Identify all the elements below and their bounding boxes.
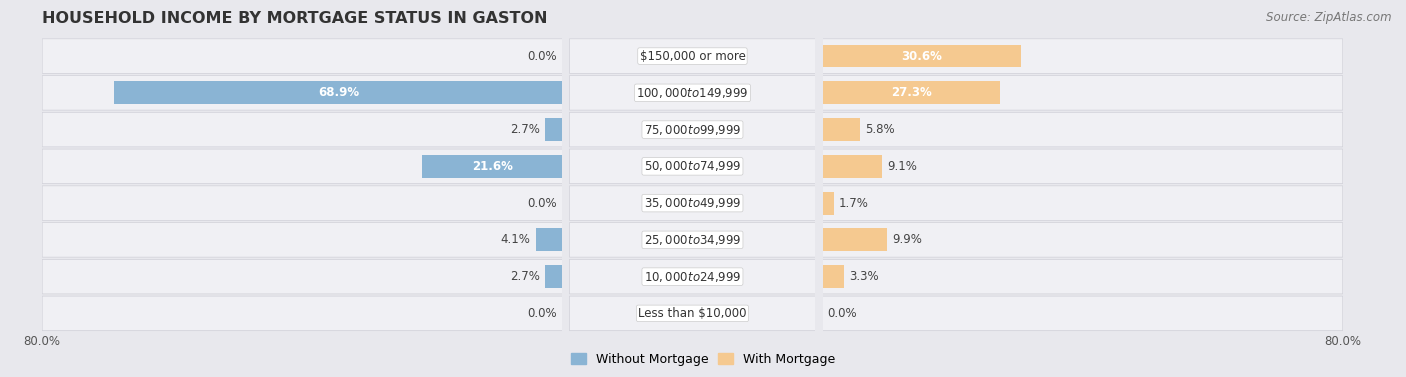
FancyBboxPatch shape [42, 222, 562, 257]
Text: 0.0%: 0.0% [527, 307, 557, 320]
Text: $10,000 to $24,999: $10,000 to $24,999 [644, 270, 741, 284]
FancyBboxPatch shape [569, 149, 815, 184]
Text: 1.7%: 1.7% [839, 197, 869, 210]
Text: $150,000 or more: $150,000 or more [640, 50, 745, 63]
Text: $25,000 to $34,999: $25,000 to $34,999 [644, 233, 741, 247]
Text: 21.6%: 21.6% [472, 160, 513, 173]
Text: Less than $10,000: Less than $10,000 [638, 307, 747, 320]
FancyBboxPatch shape [42, 186, 562, 221]
Text: Source: ZipAtlas.com: Source: ZipAtlas.com [1267, 11, 1392, 24]
Text: 0.0%: 0.0% [527, 197, 557, 210]
Text: 2.7%: 2.7% [510, 270, 540, 283]
Bar [422, 155, 562, 178]
Bar [536, 228, 562, 251]
FancyBboxPatch shape [569, 259, 815, 294]
FancyBboxPatch shape [823, 296, 1343, 331]
Bar [823, 81, 1000, 104]
Text: 0.0%: 0.0% [828, 307, 858, 320]
Text: 3.3%: 3.3% [849, 270, 879, 283]
Bar [823, 228, 887, 251]
FancyBboxPatch shape [823, 149, 1343, 184]
FancyBboxPatch shape [569, 296, 815, 331]
FancyBboxPatch shape [823, 186, 1343, 221]
Bar [823, 192, 834, 215]
FancyBboxPatch shape [569, 39, 815, 74]
Bar [823, 118, 860, 141]
Text: 2.7%: 2.7% [510, 123, 540, 136]
FancyBboxPatch shape [569, 222, 815, 257]
Text: 68.9%: 68.9% [318, 86, 359, 99]
Text: 4.1%: 4.1% [501, 233, 530, 246]
Bar [546, 118, 562, 141]
FancyBboxPatch shape [42, 296, 562, 331]
Text: $35,000 to $49,999: $35,000 to $49,999 [644, 196, 741, 210]
FancyBboxPatch shape [42, 112, 562, 147]
Bar [823, 45, 1022, 67]
FancyBboxPatch shape [823, 39, 1343, 74]
FancyBboxPatch shape [42, 259, 562, 294]
FancyBboxPatch shape [823, 75, 1343, 110]
FancyBboxPatch shape [42, 75, 562, 110]
Legend: Without Mortgage, With Mortgage: Without Mortgage, With Mortgage [565, 348, 841, 371]
FancyBboxPatch shape [823, 259, 1343, 294]
Text: HOUSEHOLD INCOME BY MORTGAGE STATUS IN GASTON: HOUSEHOLD INCOME BY MORTGAGE STATUS IN G… [42, 11, 548, 26]
Text: 5.8%: 5.8% [866, 123, 896, 136]
Text: 0.0%: 0.0% [527, 50, 557, 63]
Bar [823, 155, 882, 178]
Bar [546, 265, 562, 288]
FancyBboxPatch shape [823, 112, 1343, 147]
Text: 9.9%: 9.9% [891, 233, 922, 246]
FancyBboxPatch shape [569, 112, 815, 147]
Text: $75,000 to $99,999: $75,000 to $99,999 [644, 123, 741, 136]
Bar [823, 265, 844, 288]
Bar [114, 81, 562, 104]
FancyBboxPatch shape [569, 75, 815, 110]
Text: $50,000 to $74,999: $50,000 to $74,999 [644, 159, 741, 173]
Text: 27.3%: 27.3% [891, 86, 932, 99]
Text: 9.1%: 9.1% [887, 160, 917, 173]
Text: $100,000 to $149,999: $100,000 to $149,999 [637, 86, 748, 100]
FancyBboxPatch shape [823, 222, 1343, 257]
FancyBboxPatch shape [569, 186, 815, 221]
FancyBboxPatch shape [42, 39, 562, 74]
FancyBboxPatch shape [42, 149, 562, 184]
Text: 30.6%: 30.6% [901, 50, 942, 63]
